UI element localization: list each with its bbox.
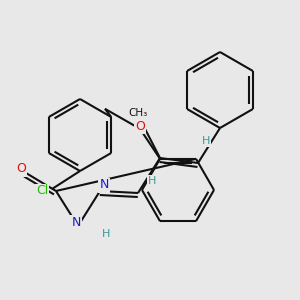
Text: CH₃: CH₃ — [128, 108, 148, 118]
Text: H: H — [202, 136, 210, 146]
Text: N: N — [71, 215, 81, 229]
Text: Cl: Cl — [36, 184, 48, 197]
Text: N: N — [99, 178, 109, 191]
Text: H: H — [148, 176, 156, 186]
Text: O: O — [135, 120, 145, 133]
Text: H: H — [102, 229, 110, 239]
Text: O: O — [16, 163, 26, 176]
